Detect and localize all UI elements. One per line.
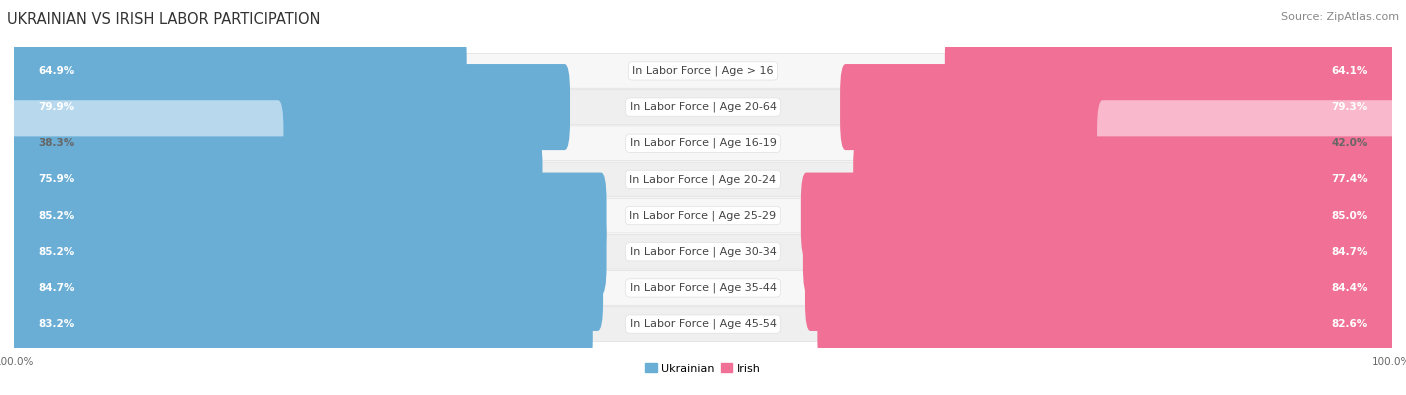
FancyBboxPatch shape (8, 64, 569, 150)
FancyBboxPatch shape (8, 100, 284, 186)
Text: 85.0%: 85.0% (1331, 211, 1368, 220)
FancyBboxPatch shape (945, 28, 1398, 114)
Text: UKRAINIAN VS IRISH LABOR PARTICIPATION: UKRAINIAN VS IRISH LABOR PARTICIPATION (7, 12, 321, 27)
Text: In Labor Force | Age 20-64: In Labor Force | Age 20-64 (630, 102, 776, 112)
Text: In Labor Force | Age 20-24: In Labor Force | Age 20-24 (630, 174, 776, 185)
FancyBboxPatch shape (853, 136, 1398, 222)
Text: 85.2%: 85.2% (38, 211, 75, 220)
FancyBboxPatch shape (14, 198, 1392, 233)
FancyBboxPatch shape (803, 209, 1398, 295)
FancyBboxPatch shape (14, 126, 1392, 161)
Text: 79.9%: 79.9% (38, 102, 75, 112)
Text: In Labor Force | Age 35-44: In Labor Force | Age 35-44 (630, 283, 776, 293)
FancyBboxPatch shape (8, 136, 543, 222)
FancyBboxPatch shape (8, 173, 606, 259)
FancyBboxPatch shape (801, 173, 1398, 259)
Text: In Labor Force | Age > 16: In Labor Force | Age > 16 (633, 66, 773, 76)
Text: 84.7%: 84.7% (1331, 247, 1368, 257)
Text: 83.2%: 83.2% (38, 319, 75, 329)
Text: 64.1%: 64.1% (1331, 66, 1368, 76)
Text: In Labor Force | Age 25-29: In Labor Force | Age 25-29 (630, 210, 776, 221)
FancyBboxPatch shape (14, 234, 1392, 269)
Text: 64.9%: 64.9% (38, 66, 75, 76)
FancyBboxPatch shape (14, 54, 1392, 88)
FancyBboxPatch shape (14, 307, 1392, 341)
Text: 77.4%: 77.4% (1331, 175, 1368, 184)
Text: 84.4%: 84.4% (1331, 283, 1368, 293)
FancyBboxPatch shape (806, 245, 1398, 331)
FancyBboxPatch shape (14, 271, 1392, 305)
FancyBboxPatch shape (817, 281, 1398, 367)
Text: Source: ZipAtlas.com: Source: ZipAtlas.com (1281, 12, 1399, 22)
Text: 79.3%: 79.3% (1331, 102, 1368, 112)
FancyBboxPatch shape (8, 28, 467, 114)
FancyBboxPatch shape (14, 162, 1392, 197)
FancyBboxPatch shape (8, 245, 603, 331)
FancyBboxPatch shape (8, 281, 593, 367)
FancyBboxPatch shape (14, 90, 1392, 124)
Legend: Ukrainian, Irish: Ukrainian, Irish (641, 359, 765, 378)
FancyBboxPatch shape (841, 64, 1398, 150)
Text: 38.3%: 38.3% (38, 138, 75, 148)
Text: 82.6%: 82.6% (1331, 319, 1368, 329)
Text: 84.7%: 84.7% (38, 283, 75, 293)
Text: In Labor Force | Age 45-54: In Labor Force | Age 45-54 (630, 319, 776, 329)
FancyBboxPatch shape (8, 209, 606, 295)
Text: In Labor Force | Age 16-19: In Labor Force | Age 16-19 (630, 138, 776, 149)
Text: 85.2%: 85.2% (38, 247, 75, 257)
Text: 75.9%: 75.9% (38, 175, 75, 184)
FancyBboxPatch shape (1097, 100, 1398, 186)
Text: In Labor Force | Age 30-34: In Labor Force | Age 30-34 (630, 246, 776, 257)
Text: 42.0%: 42.0% (1331, 138, 1368, 148)
